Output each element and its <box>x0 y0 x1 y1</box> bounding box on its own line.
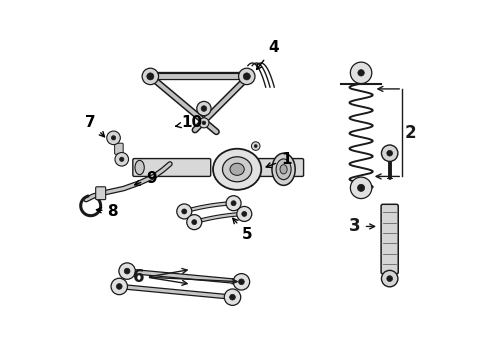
Ellipse shape <box>230 163 245 175</box>
Circle shape <box>226 196 241 211</box>
Circle shape <box>381 270 398 287</box>
Text: 1: 1 <box>266 152 292 167</box>
Text: 5: 5 <box>233 218 252 242</box>
Text: 3: 3 <box>349 217 375 235</box>
Circle shape <box>350 62 372 84</box>
Circle shape <box>254 145 257 148</box>
Circle shape <box>243 73 250 80</box>
Text: 8: 8 <box>97 204 118 219</box>
Circle shape <box>147 73 154 80</box>
Circle shape <box>115 153 128 166</box>
Ellipse shape <box>276 159 291 180</box>
Circle shape <box>224 289 241 305</box>
Circle shape <box>111 136 116 140</box>
Circle shape <box>230 294 235 300</box>
Circle shape <box>387 150 392 156</box>
Circle shape <box>197 102 211 116</box>
FancyBboxPatch shape <box>254 158 304 176</box>
Circle shape <box>142 68 159 85</box>
Circle shape <box>381 145 398 161</box>
Circle shape <box>242 211 247 216</box>
Circle shape <box>177 204 192 219</box>
Circle shape <box>251 142 260 150</box>
Circle shape <box>239 68 255 85</box>
Circle shape <box>187 215 202 230</box>
Text: 4: 4 <box>257 40 279 69</box>
Circle shape <box>119 263 135 279</box>
Ellipse shape <box>272 153 295 185</box>
Circle shape <box>120 157 124 161</box>
Text: 10: 10 <box>175 115 203 130</box>
Circle shape <box>358 69 364 76</box>
Circle shape <box>350 177 372 199</box>
Circle shape <box>387 276 392 282</box>
Circle shape <box>111 278 127 295</box>
FancyBboxPatch shape <box>381 204 398 274</box>
FancyBboxPatch shape <box>115 143 123 154</box>
Ellipse shape <box>280 165 287 174</box>
Text: 6: 6 <box>133 268 144 286</box>
Circle shape <box>233 274 249 290</box>
Circle shape <box>199 118 209 128</box>
Circle shape <box>124 268 130 274</box>
Text: 2: 2 <box>404 124 416 142</box>
Circle shape <box>237 206 252 221</box>
FancyBboxPatch shape <box>96 187 106 200</box>
Circle shape <box>202 121 206 125</box>
Circle shape <box>358 184 365 192</box>
Circle shape <box>201 106 207 111</box>
Circle shape <box>117 284 122 289</box>
Ellipse shape <box>222 157 252 182</box>
Circle shape <box>239 279 245 285</box>
Text: 9: 9 <box>135 171 157 186</box>
Circle shape <box>182 209 187 214</box>
FancyBboxPatch shape <box>133 158 211 176</box>
Ellipse shape <box>135 160 144 175</box>
Ellipse shape <box>213 149 261 190</box>
Circle shape <box>231 201 236 206</box>
Circle shape <box>192 220 197 225</box>
Text: 7: 7 <box>85 114 104 137</box>
Circle shape <box>107 131 121 145</box>
